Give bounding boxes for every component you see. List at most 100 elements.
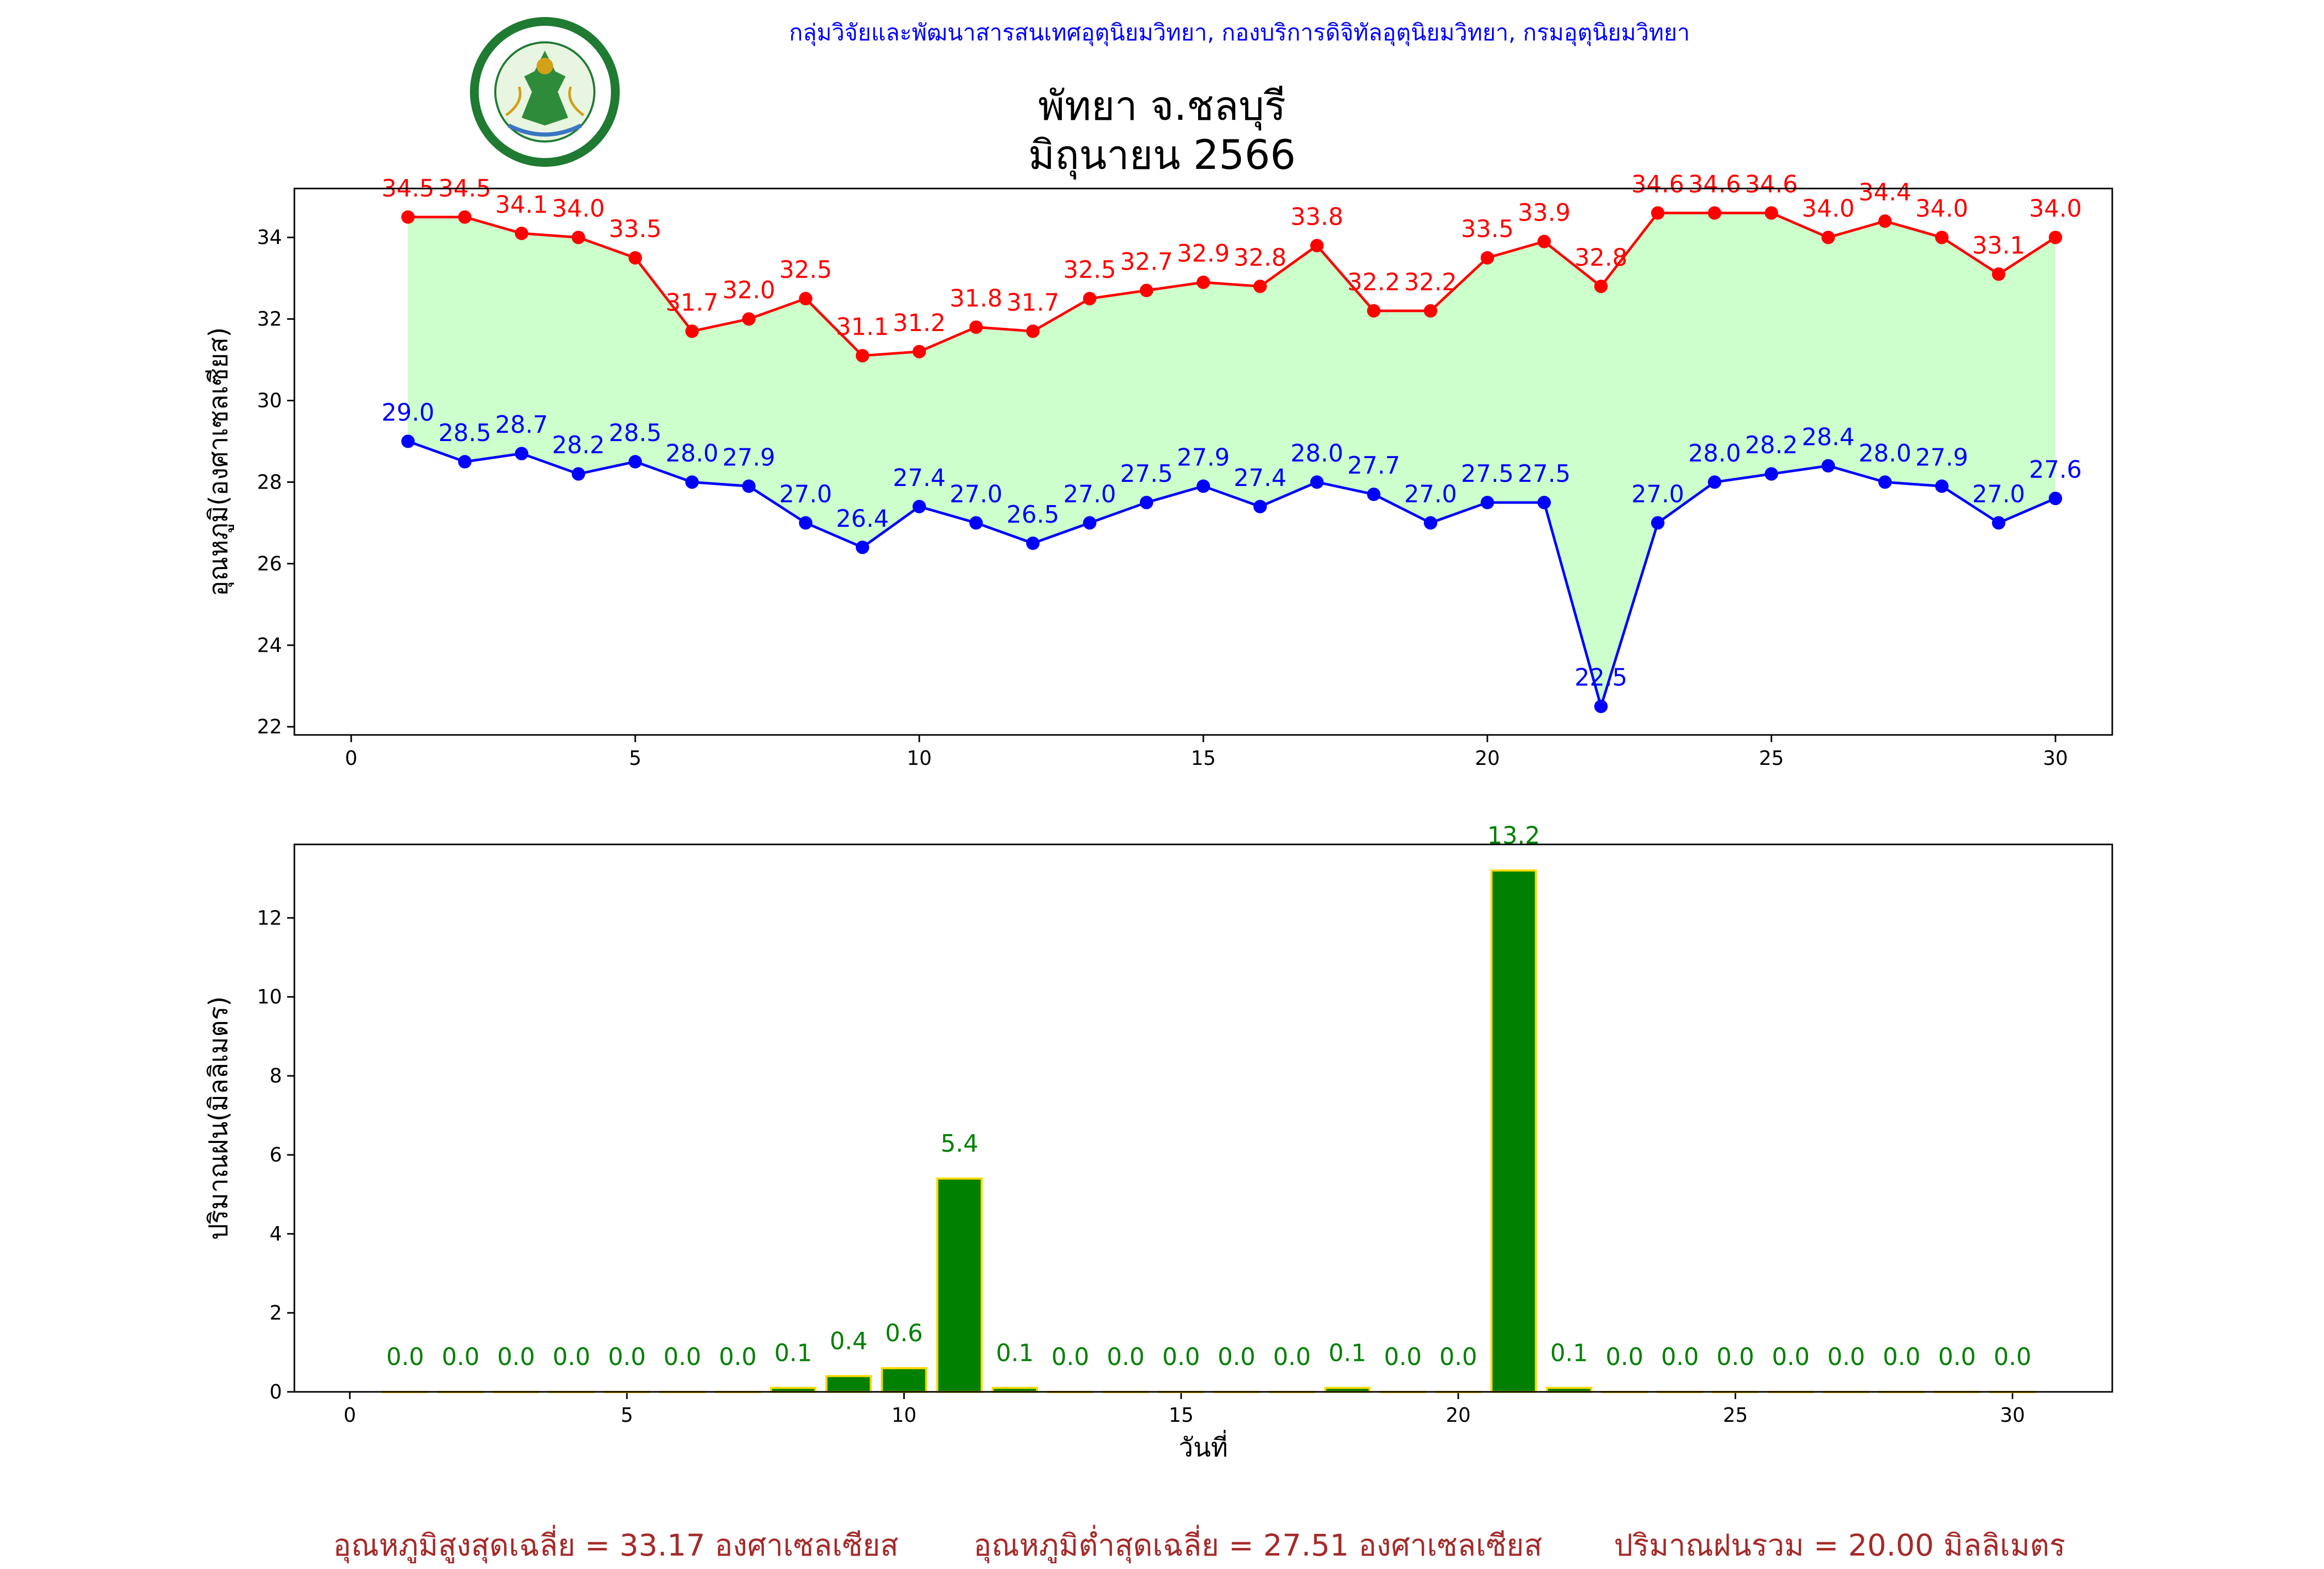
min-temp-data-label: 28.7 bbox=[495, 411, 548, 438]
min-temp-point bbox=[1537, 495, 1551, 509]
min-temp-data-label: 27.6 bbox=[2029, 456, 2082, 483]
max-temp-data-label: 34.1 bbox=[495, 191, 548, 218]
min-temp-data-label: 27.5 bbox=[1461, 460, 1514, 488]
min-temp-point bbox=[1026, 536, 1040, 550]
min-temp-data-label: 28.0 bbox=[1859, 439, 1911, 467]
min-temp-data-label: 27.4 bbox=[893, 464, 946, 492]
rain-data-label: 0.0 bbox=[1162, 1343, 1200, 1371]
rain-bar bbox=[992, 1387, 1039, 1393]
max-temp-point bbox=[629, 251, 642, 265]
max-temp-series-line bbox=[408, 211, 2056, 357]
min-temp-point bbox=[401, 434, 415, 448]
rain-y-tick-label: 2 bbox=[270, 1301, 282, 1324]
max-temp-point bbox=[1197, 275, 1210, 289]
rain-data-label: 0.0 bbox=[1439, 1343, 1477, 1371]
temp-x-tick-label: 10 bbox=[907, 747, 932, 770]
rain-bar bbox=[770, 1387, 816, 1393]
rain-data-label: 0.6 bbox=[885, 1319, 923, 1347]
min-temp-data-label: 27.0 bbox=[1404, 480, 1457, 508]
min-temp-data-label: 28.4 bbox=[1802, 423, 1855, 451]
min-temp-point bbox=[1083, 516, 1096, 530]
min-temp-data-label: 28.0 bbox=[666, 439, 718, 467]
rain-data-label: 0.0 bbox=[1051, 1343, 1089, 1371]
rain-y-tick-label: 4 bbox=[270, 1222, 282, 1245]
min-temp-point bbox=[1424, 516, 1437, 530]
max-temp-data-label: 33.5 bbox=[609, 215, 662, 243]
rain-data-label: 0.0 bbox=[1993, 1343, 2031, 1371]
rain-data-label: 0.0 bbox=[1606, 1343, 1643, 1371]
temp-x-tick-label: 25 bbox=[1759, 747, 1784, 770]
max-temp-data-label: 32.8 bbox=[1575, 243, 1627, 271]
max-temp-point bbox=[1310, 239, 1324, 253]
max-temp-point bbox=[1708, 206, 1721, 220]
max-temp-point bbox=[1026, 324, 1040, 338]
temp-y-axis-label: อุณหภูมิ(องศาเซลเซียส) bbox=[203, 327, 234, 596]
min-temp-data-label: 26.5 bbox=[1007, 500, 1059, 528]
rain-data-label: 0.1 bbox=[774, 1339, 812, 1367]
rain-x-tick-label: 5 bbox=[621, 1404, 633, 1426]
rain-y-tick-label: 6 bbox=[270, 1143, 282, 1166]
min-temp-point bbox=[799, 516, 812, 530]
min-temp-point bbox=[685, 475, 699, 489]
rain-data-label: 0.0 bbox=[719, 1343, 757, 1371]
avg-min-temp-stat: อุณหภูมิต่ำสุดเฉลี่ย = 27.51 องศาเซลเซีย… bbox=[973, 1528, 1543, 1563]
rain-x-tick-label: 20 bbox=[1446, 1404, 1470, 1426]
chart-title-line2: มิถุนายน 2566 bbox=[1028, 132, 1296, 179]
rain-y-tick-label: 0 bbox=[270, 1380, 282, 1403]
temp-x-tick-label: 15 bbox=[1191, 747, 1216, 770]
meteorological-department-logo bbox=[470, 17, 620, 167]
rain-data-label: 0.0 bbox=[1827, 1343, 1865, 1371]
min-temp-data-label: 29.0 bbox=[382, 399, 434, 427]
rain-data-label: 0.0 bbox=[1273, 1343, 1311, 1371]
min-temp-data-label: 27.0 bbox=[950, 480, 1002, 508]
avg-max-temp-stat: อุณหภูมิสูงสุดเฉลี่ย = 33.17 องศาเซลเซีย… bbox=[333, 1528, 899, 1563]
min-temp-data-label: 27.7 bbox=[1347, 451, 1400, 479]
max-temp-point bbox=[1821, 230, 1835, 244]
rain-x-tick-label: 30 bbox=[2000, 1404, 2025, 1426]
max-temp-point bbox=[1765, 206, 1778, 220]
rain-x-axis-label: วันที่ bbox=[1179, 1430, 1228, 1463]
min-temp-point bbox=[1594, 699, 1608, 713]
max-temp-data-label: 32.2 bbox=[1347, 268, 1400, 296]
min-temp-data-label: 27.0 bbox=[1631, 480, 1684, 508]
max-temp-point bbox=[742, 312, 756, 326]
max-temp-data-label: 33.1 bbox=[1972, 231, 2025, 259]
rain-data-label: 0.0 bbox=[1384, 1343, 1422, 1371]
temp-x-tick-label: 30 bbox=[2043, 747, 2068, 770]
max-temp-point bbox=[1594, 279, 1608, 293]
min-temp-data-label: 27.9 bbox=[1177, 443, 1230, 471]
max-temp-data-label: 31.8 bbox=[950, 284, 1002, 312]
max-temp-point bbox=[856, 349, 869, 363]
rain-data-label: 0.0 bbox=[1883, 1343, 1921, 1371]
min-temp-point bbox=[1651, 516, 1665, 530]
temp-y-tick-label: 30 bbox=[257, 389, 282, 412]
min-temp-data-label: 28.2 bbox=[1745, 431, 1798, 459]
rain-bar bbox=[1546, 1387, 1593, 1393]
min-temp-point bbox=[913, 499, 926, 513]
temp-x-tick-label: 5 bbox=[629, 747, 641, 770]
max-temp-point bbox=[1935, 230, 1949, 244]
rain-data-label: 0.0 bbox=[497, 1343, 535, 1371]
rain-y-tick-label: 8 bbox=[270, 1064, 282, 1087]
rain-bar bbox=[881, 1367, 928, 1393]
min-temp-point bbox=[1367, 488, 1380, 501]
max-temp-point bbox=[458, 210, 472, 224]
rain-x-tick-label: 0 bbox=[343, 1404, 356, 1426]
temp-plot-frame bbox=[293, 187, 2113, 736]
rain-y-tick-label: 10 bbox=[257, 985, 282, 1008]
min-temp-data-label: 28.5 bbox=[438, 419, 491, 447]
rain-bar bbox=[1490, 869, 1537, 1393]
min-temp-point bbox=[1708, 475, 1721, 489]
rain-bar bbox=[825, 1375, 872, 1393]
min-temp-data-label: 28.0 bbox=[1291, 439, 1343, 467]
rain-y-tick-label: 12 bbox=[257, 906, 282, 929]
max-temp-data-label: 31.1 bbox=[836, 313, 889, 341]
min-temp-point bbox=[1253, 499, 1267, 513]
min-temp-data-label: 27.4 bbox=[1234, 464, 1286, 492]
max-temp-data-label: 34.0 bbox=[552, 195, 605, 223]
chart-title-line1: พัทยา จ.ชลบุรี bbox=[1038, 83, 1286, 130]
min-temp-point bbox=[1935, 479, 1949, 493]
rain-x-tick-label: 25 bbox=[1723, 1404, 1748, 1426]
min-temp-point bbox=[856, 540, 869, 554]
